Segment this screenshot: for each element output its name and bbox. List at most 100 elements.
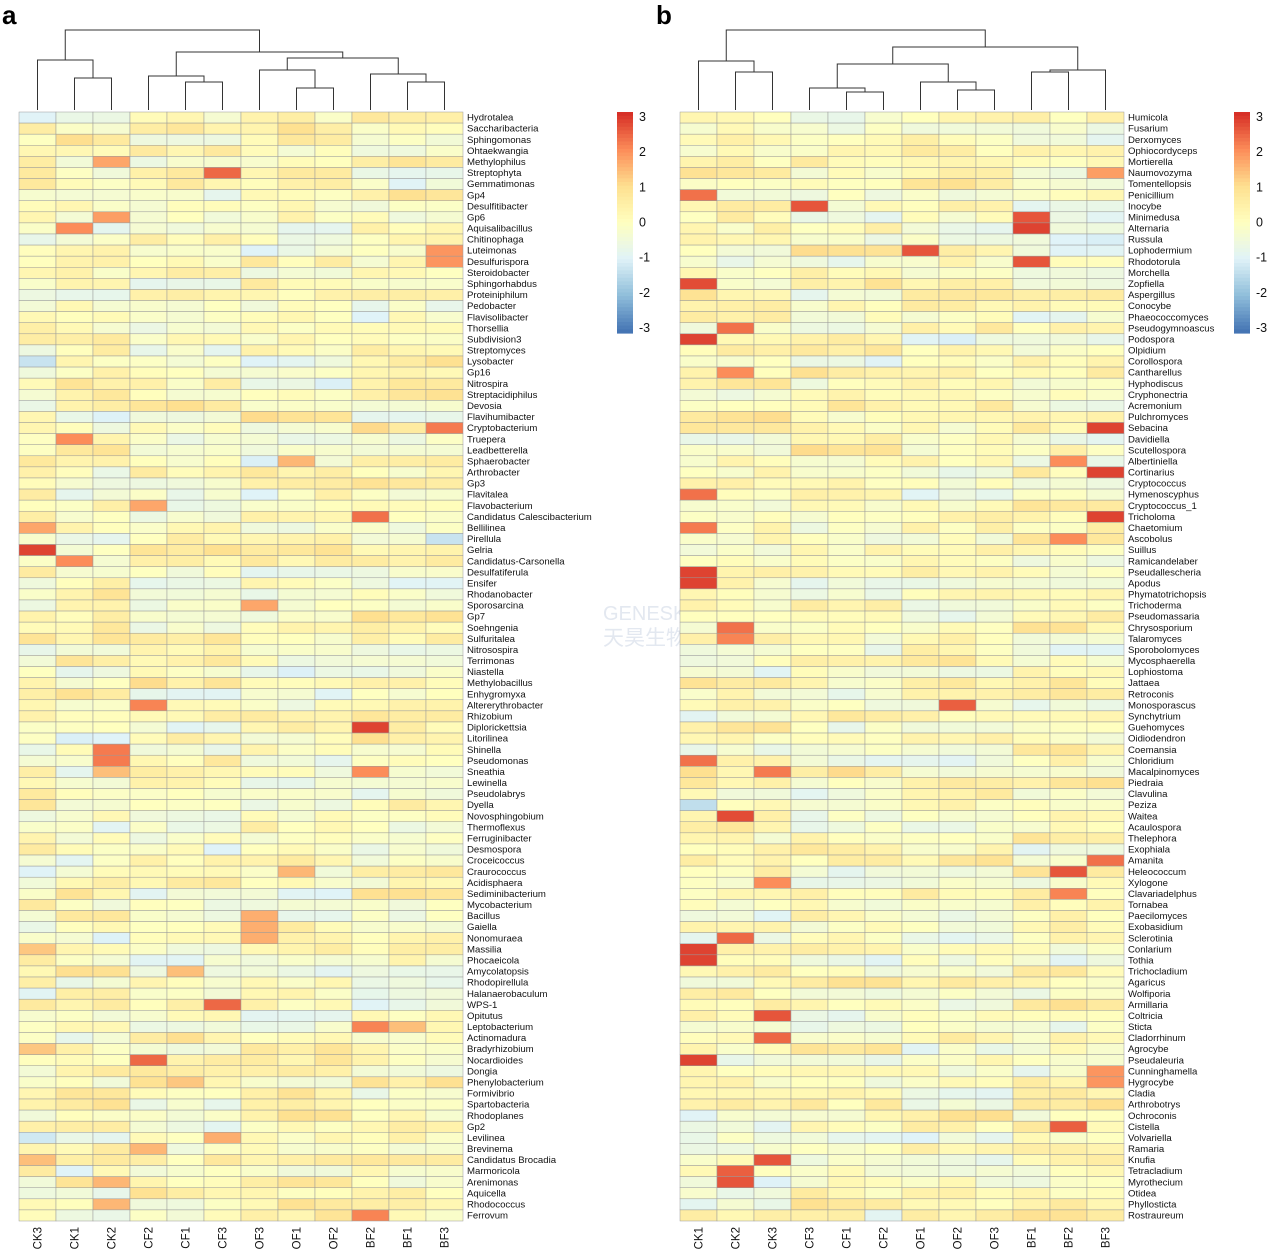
heatmap-cell — [277, 289, 316, 301]
heatmap-cell — [938, 111, 977, 124]
heatmap-cell — [1086, 1143, 1125, 1155]
heatmap-cell — [314, 1098, 353, 1111]
heatmap-cell — [18, 333, 57, 346]
heatmap-cell — [1049, 499, 1088, 512]
heatmap-cell — [314, 455, 353, 468]
heatmap-cell — [314, 777, 353, 789]
heatmap-cell — [240, 488, 279, 501]
row-label: Tothia — [1128, 955, 1154, 966]
heatmap-cell — [92, 599, 131, 612]
heatmap-cell — [166, 145, 205, 157]
heatmap-cell — [1049, 389, 1088, 401]
heatmap-cell — [938, 466, 977, 479]
heatmap-cell — [203, 1109, 242, 1122]
legend-swatch — [617, 266, 633, 271]
heatmap-cell — [314, 344, 353, 357]
heatmap-cell — [679, 677, 718, 689]
heatmap-cell — [55, 466, 94, 479]
heatmap-cell — [314, 699, 353, 712]
heatmap-cell — [938, 743, 977, 756]
heatmap-cell — [166, 677, 205, 689]
heatmap-cell — [827, 510, 866, 523]
heatmap-cell — [240, 1187, 279, 1200]
heatmap-cell — [1086, 843, 1125, 856]
heatmap-cell — [129, 122, 168, 135]
heatmap-cell — [203, 632, 242, 645]
heatmap-cell — [1012, 799, 1051, 811]
heatmap-cell — [240, 200, 279, 213]
heatmap-cell — [901, 965, 940, 978]
heatmap-cell — [425, 1132, 464, 1144]
heatmap-cell — [166, 721, 205, 734]
column-label: OF2 — [329, 1227, 341, 1249]
heatmap-cell — [753, 522, 792, 534]
heatmap-cell — [864, 233, 903, 246]
heatmap-cell — [1012, 555, 1051, 567]
heatmap-cell — [827, 854, 866, 867]
heatmap-cell — [716, 1054, 755, 1066]
heatmap-cell — [827, 732, 866, 745]
heatmap-cell — [425, 721, 464, 734]
heatmap-cell — [18, 255, 57, 268]
heatmap-cell — [753, 1010, 792, 1022]
heatmap-cell — [753, 1198, 792, 1211]
heatmap-cell — [975, 389, 1014, 401]
heatmap-cell — [790, 1021, 829, 1033]
heatmap-cell — [716, 677, 755, 689]
row-label: Proteiniphilum — [467, 290, 528, 301]
heatmap-cell — [1086, 1065, 1125, 1078]
heatmap-cell — [790, 477, 829, 490]
heatmap-cell — [92, 621, 131, 634]
heatmap-cell — [240, 522, 279, 534]
legend-swatch — [617, 189, 633, 194]
heatmap-cell — [679, 222, 718, 235]
heatmap-cell — [864, 799, 903, 811]
heatmap-cell — [92, 477, 131, 490]
heatmap-cell — [1012, 888, 1051, 900]
heatmap-cell — [938, 1087, 977, 1100]
heatmap-cell — [18, 411, 57, 423]
heatmap-cell — [716, 189, 755, 201]
heatmap-cell — [277, 555, 316, 567]
heatmap-cell — [425, 1054, 464, 1066]
heatmap-cell — [277, 888, 316, 900]
heatmap-cell — [314, 233, 353, 246]
heatmap-cell — [679, 721, 718, 734]
heatmap-cell — [166, 644, 205, 656]
heatmap-cell — [240, 244, 279, 257]
heatmap-cell — [753, 610, 792, 623]
heatmap-cell — [679, 477, 718, 490]
row-label: Gp16 — [467, 368, 490, 379]
heatmap-cell — [351, 943, 390, 956]
heatmap-cell — [351, 1087, 390, 1100]
heatmap-cell — [1049, 156, 1088, 168]
heatmap-cell — [938, 1098, 977, 1111]
heatmap-cell — [55, 389, 94, 401]
heatmap-cell — [864, 777, 903, 789]
legend-swatch — [1234, 292, 1250, 297]
legend-swatch — [617, 215, 633, 220]
heatmap-cell — [425, 477, 464, 490]
heatmap-cell — [1049, 766, 1088, 778]
heatmap-cell — [901, 533, 940, 545]
heatmap-cell — [240, 832, 279, 845]
heatmap-cell — [827, 555, 866, 567]
heatmap-cell — [425, 267, 464, 279]
heatmap-cell — [864, 522, 903, 534]
heatmap-cell — [166, 400, 205, 412]
heatmap-cell — [679, 111, 718, 124]
heatmap-cell — [827, 954, 866, 967]
heatmap-cell — [790, 998, 829, 1011]
heatmap-cell — [92, 732, 131, 745]
legend-tick-label: 2 — [639, 145, 646, 159]
heatmap-cell — [790, 533, 829, 545]
heatmap-cell — [1049, 1010, 1088, 1022]
heatmap-cell — [975, 233, 1014, 246]
heatmap-cell — [129, 311, 168, 323]
heatmap-cell — [166, 1098, 205, 1111]
heatmap-cell — [864, 344, 903, 357]
heatmap-cell — [203, 377, 242, 390]
heatmap-cell — [55, 899, 94, 911]
heatmap-cell — [1086, 832, 1125, 845]
heatmap-cell — [425, 244, 464, 257]
